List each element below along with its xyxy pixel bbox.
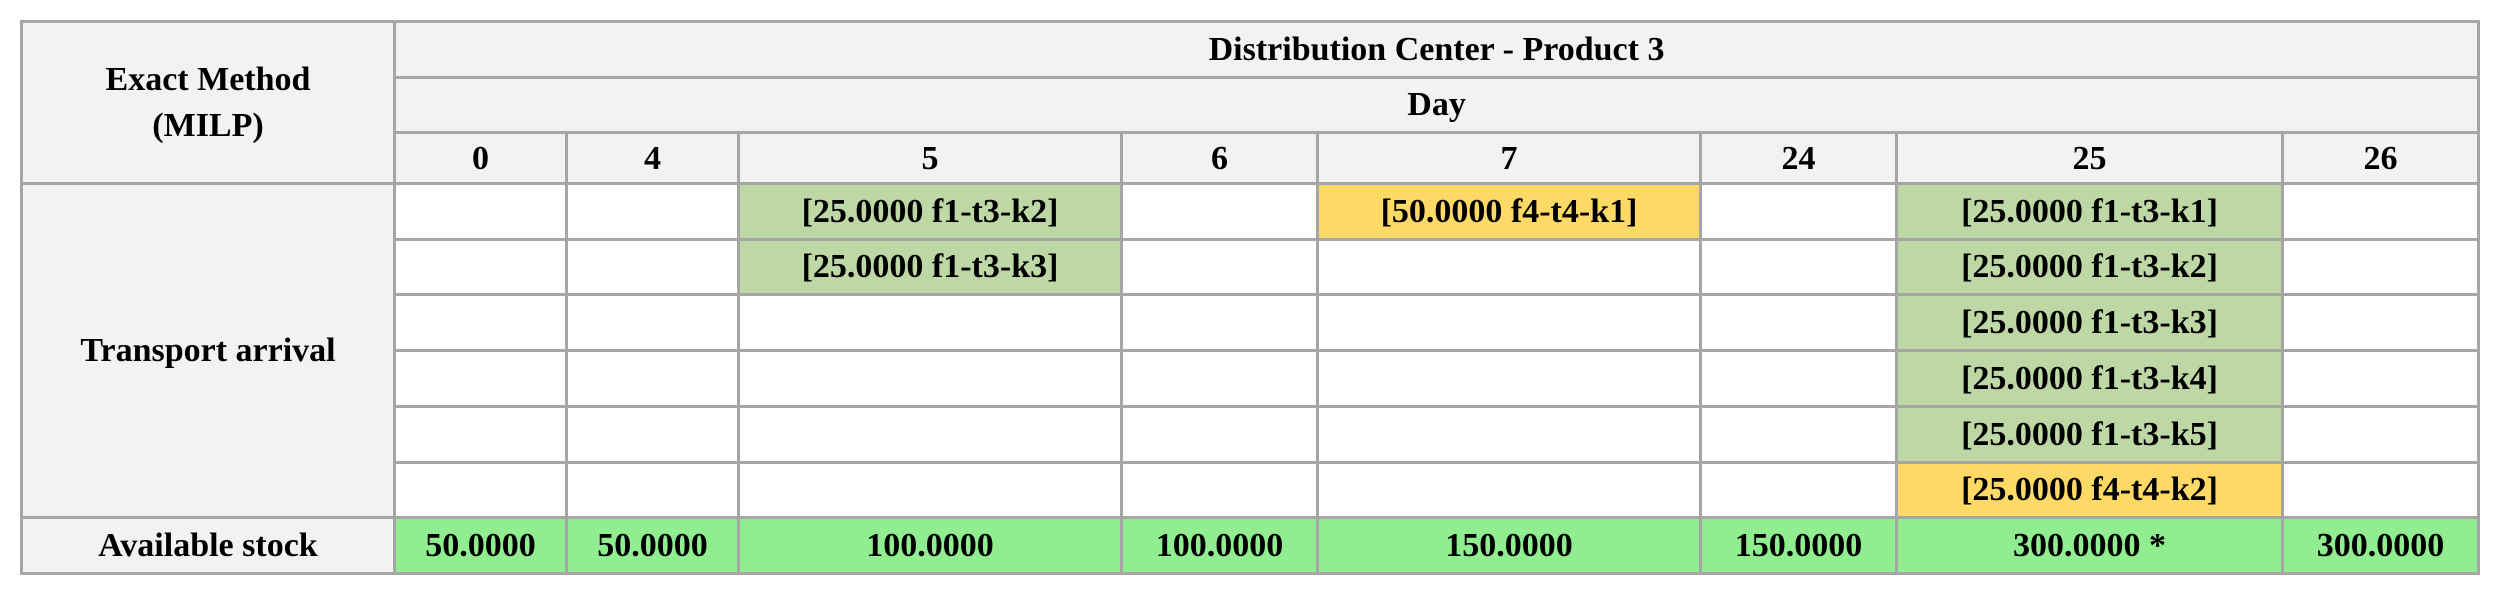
transport-row: Transport arrival [25.0000 f1-t3-k2] [50.0… [20,182,2481,520]
empty-cell [2280,349,2481,408]
empty-cell [1316,349,1702,408]
empty-cell [565,349,740,408]
empty-cell [1316,404,1702,464]
transport-cell: [25.0000 f1-t3-k5] [1895,404,2284,464]
empty-cell [2280,293,2481,353]
day-col-header: 6 [1120,131,1319,186]
empty-cell [737,349,1123,408]
empty-cell [1120,293,1319,353]
empty-cell [393,404,568,464]
empty-cell [1699,237,1898,297]
empty-cell [393,237,568,297]
empty-cell [2280,237,2481,297]
empty-cell [737,404,1123,464]
empty-cell [1120,404,1319,464]
day-col-header: 25 [1895,131,2284,186]
empty-cell [1120,460,1319,520]
stock-cell: 300.0000 [2280,516,2481,575]
empty-cell [737,293,1123,353]
transport-arrival-label: Transport arrival [20,182,396,520]
empty-cell [1316,237,1702,297]
empty-cell [2280,182,2481,241]
table-title: Distribution Center - Product 3 [392,20,2481,79]
empty-cell [1699,404,1898,464]
distribution-center-table: Exact Method (MILP) Distribution Center … [20,19,2481,575]
day-col-header: 7 [1316,131,1702,186]
stock-cell: 100.0000 [737,516,1123,575]
empty-cell [1699,460,1898,520]
transport-cell: [25.0000 f1-t3-k2] [1895,237,2284,297]
method-label-line-1: Exact Method [105,60,311,98]
stock-row: Available stock 50.0000 50.0000 100.0000 10… [20,516,2481,575]
stock-cell: 50.0000 [393,516,568,575]
day-col-header: 26 [2280,131,2481,186]
day-col-header: 24 [1699,131,1898,186]
transport-cell: [25.0000 f4-t4-k2] [1895,460,2284,520]
empty-cell [565,237,740,297]
day-header: Day [392,75,2481,135]
transport-row: [25.0000 f1-t3-k4] [22,349,2481,408]
empty-cell [565,460,740,520]
empty-cell [1699,182,1898,241]
stock-cell: 50.0000 [565,516,740,575]
transport-cell: [25.0000 f1-t3-k4] [1895,349,2284,408]
empty-cell [1120,182,1319,241]
empty-cell [1316,293,1702,353]
day-col-header: 4 [565,131,740,186]
empty-cell [2280,460,2481,520]
empty-cell [393,182,568,241]
transport-row: [25.0000 f1-t3-k5] [22,404,2481,464]
empty-cell [565,293,740,353]
empty-cell [1699,349,1898,408]
stock-cell: 150.0000 [1316,516,1702,575]
transport-cell: [25.0000 f1-t3-k3] [1895,293,2284,353]
transport-cell: [25.0000 f1-t3-k2] [737,182,1123,241]
empty-cell [393,460,568,520]
method-label-line-2: (MILP) [152,106,264,144]
transport-row: [25.0000 f1-t3-k3] [25.0000 f1-t3-k2] [22,237,2481,297]
transport-cell: [25.0000 f1-t3-k3] [737,237,1123,297]
empty-cell [393,349,568,408]
empty-cell [393,293,568,353]
empty-cell [1120,237,1319,297]
empty-cell [565,182,740,241]
day-col-header: 0 [393,131,568,186]
empty-cell [737,460,1123,520]
empty-cell [2280,404,2481,464]
transport-cell: [25.0000 f1-t3-k1] [1895,182,2284,241]
empty-cell [1699,293,1898,353]
transport-row: [25.0000 f4-t4-k2] [22,460,2481,520]
stock-cell: 150.0000 [1699,516,1898,575]
empty-cell [1120,349,1319,408]
stock-label: Available stock [20,516,396,575]
transport-row: [25.0000 f1-t3-k3] [22,293,2481,353]
empty-cell [1316,460,1702,520]
empty-cell [565,404,740,464]
stock-cell: 100.0000 [1120,516,1319,575]
stock-cell: 300.0000 * [1895,516,2284,575]
method-label-cell: Exact Method (MILP) [20,19,396,186]
transport-cell: [50.0000 f4-t4-k1] [1316,182,1702,241]
day-col-header: 5 [737,131,1123,186]
